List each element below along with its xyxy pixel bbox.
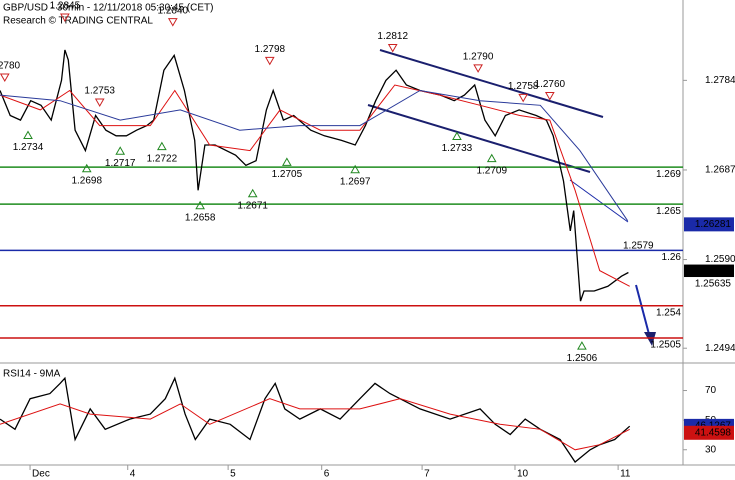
marker-label: 1.2658 bbox=[185, 212, 216, 223]
low-marker bbox=[486, 153, 497, 163]
price-tag bbox=[684, 217, 734, 232]
x-tick-label: 11 bbox=[620, 469, 631, 480]
trend-line bbox=[379, 49, 604, 118]
marker-label: 1.2698 bbox=[71, 175, 102, 186]
x-tick-label: Dec bbox=[32, 469, 50, 480]
y-tick-label: 1.2590 bbox=[705, 254, 735, 265]
marker-label: 1.2709 bbox=[476, 165, 507, 176]
series-line bbox=[0, 84, 630, 287]
level-label: 1.254 bbox=[656, 307, 681, 318]
marker-label: 1.2705 bbox=[272, 169, 303, 180]
x-tick-label: 10 bbox=[517, 469, 529, 480]
high-marker bbox=[94, 98, 105, 108]
low-marker bbox=[577, 341, 587, 350]
marker-label: 1.2753 bbox=[84, 86, 115, 97]
marker-label: 1.2506 bbox=[567, 353, 598, 364]
high-marker bbox=[473, 64, 483, 73]
price-tag-label: 1.25635 bbox=[695, 279, 732, 290]
high-marker bbox=[0, 73, 10, 83]
marker-label: 1.2760 bbox=[535, 79, 566, 90]
chart-subtitle: Research © TRADING CENTRAL bbox=[3, 16, 153, 27]
marker-label: 1.2697 bbox=[340, 176, 371, 187]
price-tag bbox=[684, 264, 734, 279]
low-marker bbox=[247, 188, 258, 198]
marker-label: 1.2722 bbox=[147, 153, 178, 164]
y-tick-label: 1.2494 bbox=[705, 343, 735, 354]
price-tag-label: 41.4598 bbox=[695, 427, 732, 438]
high-marker bbox=[387, 43, 398, 53]
x-tick-label: 4 bbox=[130, 469, 136, 480]
price-tag-label: 1.2577 bbox=[700, 266, 731, 277]
marker-label: 1.2780 bbox=[0, 61, 21, 72]
low-marker bbox=[452, 131, 462, 140]
x-tick-label: 7 bbox=[424, 469, 430, 480]
projection-arrow bbox=[635, 284, 651, 339]
high-marker bbox=[518, 93, 529, 103]
low-marker bbox=[281, 157, 292, 166]
trend-line bbox=[569, 179, 629, 223]
marker-label: 1.2734 bbox=[13, 142, 44, 153]
marker-label: 1.2812 bbox=[377, 31, 408, 42]
marker-label: 1.2845 bbox=[50, 1, 81, 12]
marker-label: 1.2840 bbox=[158, 5, 189, 16]
series-line bbox=[0, 376, 631, 463]
trend-line bbox=[367, 104, 591, 173]
low-marker bbox=[157, 141, 167, 151]
low-marker bbox=[81, 163, 92, 173]
level-label: 1.26 bbox=[662, 252, 682, 263]
level-label: 1.265 bbox=[656, 206, 681, 217]
low-marker bbox=[195, 200, 205, 210]
x-tick-label: 5 bbox=[230, 469, 236, 480]
marker-label: 1.2717 bbox=[105, 158, 136, 169]
high-marker bbox=[60, 13, 70, 23]
series-line bbox=[0, 398, 630, 451]
chart-title: GBP/USD - 30min - 12/11/2018 05:30:45 (C… bbox=[3, 3, 213, 14]
projection-arrow-head bbox=[644, 332, 656, 346]
low-marker bbox=[23, 130, 33, 140]
marker-label: 1.2790 bbox=[463, 51, 494, 62]
high-marker bbox=[544, 92, 555, 101]
y-tick-label: 1.2784 bbox=[705, 75, 735, 86]
y-tick-label: 30 bbox=[705, 444, 717, 455]
marker-label: 1.2798 bbox=[254, 44, 285, 55]
level-label: 1.269 bbox=[656, 169, 681, 180]
high-marker bbox=[264, 56, 275, 66]
low-marker bbox=[115, 146, 126, 155]
price-tag bbox=[684, 425, 734, 440]
y-tick-label: 1.2687 bbox=[705, 165, 735, 176]
marker-label: 1.2733 bbox=[442, 143, 473, 154]
low-marker bbox=[350, 164, 361, 174]
price-tag-label: 1.26281 bbox=[695, 219, 732, 230]
panel-title: RSI14 - 9MA bbox=[3, 369, 61, 380]
level-label: 1.2505 bbox=[650, 340, 681, 351]
x-tick-label: 6 bbox=[324, 469, 330, 480]
high-marker bbox=[167, 18, 178, 27]
marker-label: 1.2758 bbox=[508, 81, 539, 92]
series-line bbox=[0, 89, 629, 222]
marker-label: 1.2671 bbox=[237, 200, 268, 211]
y-tick-label: 70 bbox=[705, 385, 717, 396]
annotation: 1.2579 bbox=[623, 241, 654, 252]
price-tag bbox=[684, 277, 734, 292]
